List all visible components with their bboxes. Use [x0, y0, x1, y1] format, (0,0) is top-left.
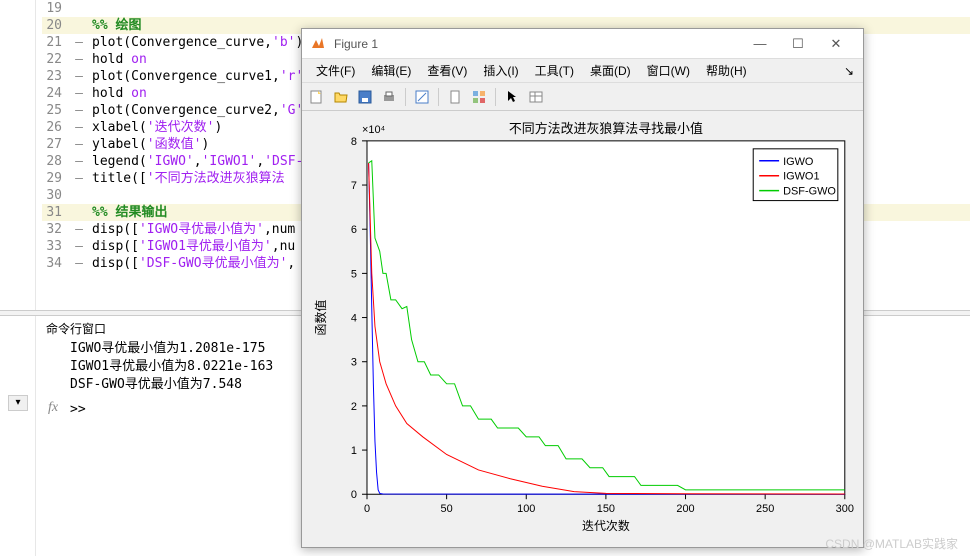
menu-item[interactable]: 桌面(D): [582, 62, 639, 79]
svg-text:300: 300: [836, 503, 854, 515]
menu-dropdown-icon[interactable]: ↘: [841, 64, 857, 78]
insert-colorbar-icon[interactable]: [468, 86, 490, 108]
minimize-button[interactable]: —: [741, 30, 779, 58]
cursor-icon[interactable]: [501, 86, 523, 108]
svg-text:IGWO1: IGWO1: [783, 171, 819, 183]
svg-text:8: 8: [351, 136, 357, 148]
command-prompt[interactable]: >>: [70, 402, 86, 417]
command-window-title: 命令行窗口: [46, 320, 106, 337]
code-line[interactable]: 19: [42, 0, 970, 17]
edit-plot-icon[interactable]: [411, 86, 433, 108]
svg-text:5: 5: [351, 268, 357, 280]
svg-text:4: 4: [351, 313, 357, 325]
figure-window: Figure 1 — ☐ ✕ 文件(F)编辑(E)查看(V)插入(I)工具(T)…: [301, 28, 864, 548]
svg-text:150: 150: [597, 503, 615, 515]
matlab-icon: [310, 36, 326, 52]
link-icon[interactable]: [444, 86, 466, 108]
output-line: IGWO1寻优最小值为8.0221e-163: [70, 358, 273, 376]
output-line: IGWO寻优最小值为1.2081e-175: [70, 340, 273, 358]
svg-text:6: 6: [351, 224, 357, 236]
svg-text:50: 50: [441, 503, 453, 515]
svg-text:×10⁴: ×10⁴: [362, 124, 386, 136]
brush-icon[interactable]: [525, 86, 547, 108]
gutter: [0, 0, 36, 556]
menu-item[interactable]: 查看(V): [419, 62, 475, 79]
svg-text:1: 1: [351, 445, 357, 457]
svg-text:250: 250: [756, 503, 774, 515]
svg-text:迭代次数: 迭代次数: [582, 518, 630, 533]
svg-text:7: 7: [351, 180, 357, 192]
menu-item[interactable]: 窗口(W): [639, 62, 698, 79]
new-icon[interactable]: [306, 86, 328, 108]
menu-item[interactable]: 工具(T): [527, 62, 582, 79]
command-output: IGWO寻优最小值为1.2081e-175IGWO1寻优最小值为8.0221e-…: [70, 340, 273, 394]
titlebar[interactable]: Figure 1 — ☐ ✕: [302, 29, 863, 59]
fx-prompt-icon[interactable]: fx: [48, 400, 58, 416]
window-title: Figure 1: [334, 37, 741, 51]
svg-text:100: 100: [517, 503, 535, 515]
svg-text:DSF-GWO: DSF-GWO: [783, 186, 836, 198]
print-icon[interactable]: [378, 86, 400, 108]
watermark: CSDN @MATLAB实践家: [825, 535, 958, 552]
svg-text:200: 200: [676, 503, 694, 515]
open-icon[interactable]: [330, 86, 352, 108]
svg-text:IGWO: IGWO: [783, 156, 813, 168]
menu-item[interactable]: 编辑(E): [363, 62, 419, 79]
save-icon[interactable]: [354, 86, 376, 108]
collapse-button[interactable]: ▾: [8, 395, 28, 411]
toolbar: [302, 83, 863, 111]
figure-canvas: 0 50 100 150 200 250 300 0 1 2 3 4 5 6 7 8 ×10⁴ 不同方法改进灰狼算…: [302, 111, 863, 547]
svg-text:0: 0: [364, 503, 370, 515]
svg-text:3: 3: [351, 357, 357, 369]
close-button[interactable]: ✕: [817, 30, 855, 58]
menu-item[interactable]: 帮助(H): [698, 62, 755, 79]
menu-item[interactable]: 文件(F): [308, 62, 363, 79]
menubar: 文件(F)编辑(E)查看(V)插入(I)工具(T)桌面(D)窗口(W)帮助(H)…: [302, 59, 863, 83]
svg-text:0: 0: [351, 489, 357, 501]
output-line: DSF-GWO寻优最小值为7.548: [70, 376, 273, 394]
svg-text:2: 2: [351, 401, 357, 413]
svg-text:函数值: 函数值: [313, 300, 328, 336]
menu-item[interactable]: 插入(I): [475, 62, 526, 79]
svg-text:不同方法改进灰狼算法寻找最小值: 不同方法改进灰狼算法寻找最小值: [509, 121, 703, 136]
maximize-button[interactable]: ☐: [779, 30, 817, 58]
